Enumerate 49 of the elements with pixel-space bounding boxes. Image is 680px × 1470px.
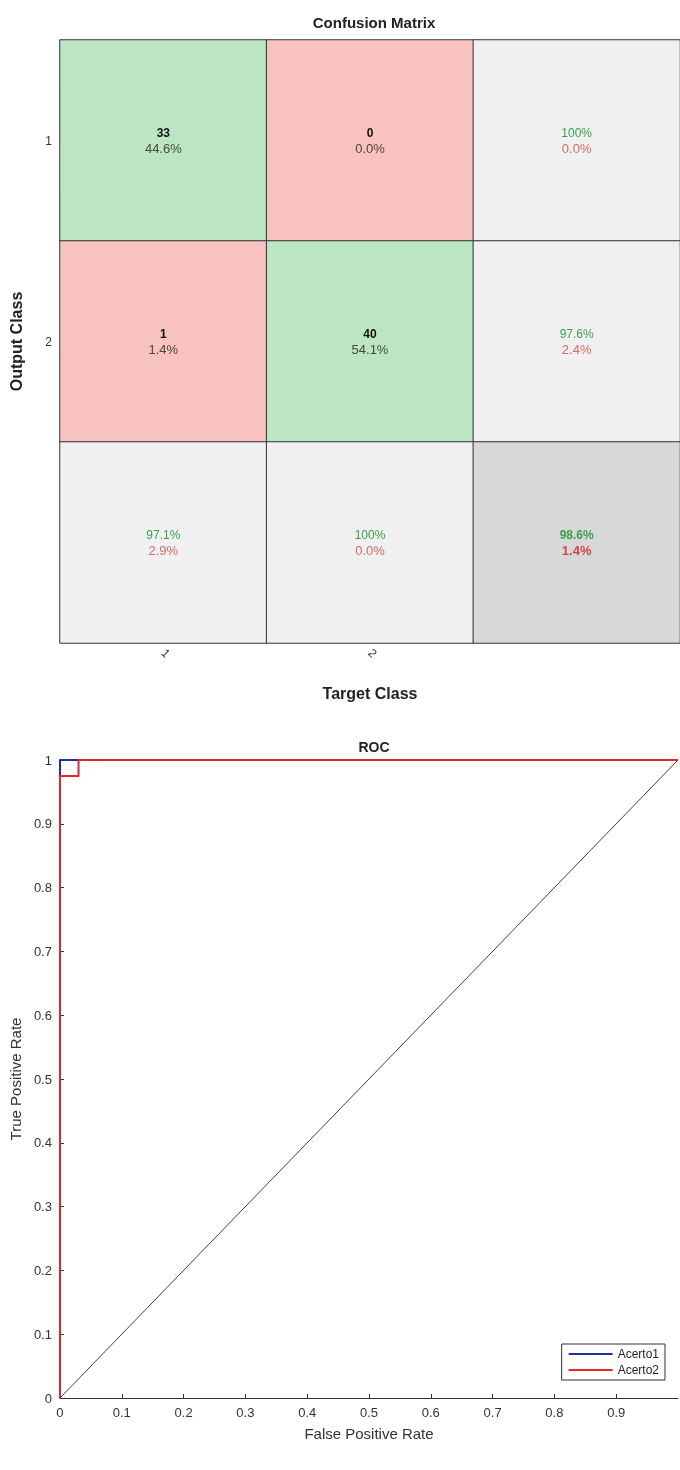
x-tick-label: 0.9 — [607, 1405, 626, 1420]
annotation: 2.9% — [148, 543, 179, 558]
data-label: 98.6% — [559, 527, 595, 542]
legend-label: Acerto1 — [617, 1347, 660, 1361]
y-tick-label: 0.1 — [33, 1326, 52, 1342]
data-label: 97.6% — [559, 326, 595, 341]
legend-label: Acerto2 — [617, 1363, 660, 1377]
data-label: 33 — [156, 125, 171, 140]
data-label: 40 — [363, 326, 377, 341]
x-tick-label: 0.5 — [359, 1405, 379, 1420]
y-tick-label: 0.7 — [33, 943, 52, 959]
y-tick-label: 0.5 — [33, 1071, 52, 1087]
chart-title: Confusion Matrix — [312, 14, 436, 31]
y-tick-label: 1 — [44, 752, 52, 768]
annotation: 0.0% — [355, 543, 386, 558]
y-tick-label: 1 — [45, 133, 53, 148]
data-label: 100% — [561, 125, 593, 140]
x-tick-label: 0.7 — [483, 1405, 502, 1420]
x-tick-label: 0.1 — [112, 1405, 131, 1420]
y-tick-label: 0 — [44, 1390, 52, 1406]
x-tick-label: 0 — [56, 1405, 64, 1420]
y-tick-label: 0.2 — [33, 1262, 52, 1278]
y-axis-title: Output Class — [7, 291, 25, 392]
annotation: 0.0% — [561, 141, 592, 156]
y-tick-label: 0.4 — [33, 1135, 52, 1151]
y-tick-label: 0.6 — [33, 1007, 52, 1023]
x-axis-title: False Positive Rate — [304, 1425, 434, 1442]
annotation: 44.6% — [144, 141, 183, 156]
y-tick-label: 0.3 — [33, 1199, 52, 1215]
y-tick-label: 0.9 — [33, 816, 52, 832]
x-tick-label: 0.4 — [298, 1405, 317, 1420]
x-tick-label: 0.8 — [545, 1405, 564, 1420]
annotation: 1.4% — [561, 543, 592, 558]
annotation: 0.0% — [355, 141, 386, 156]
annotation: 54.1% — [351, 342, 389, 357]
data-label: 1 — [159, 326, 167, 341]
annotation: 1.4% — [148, 342, 179, 357]
y-tick-label: 0.8 — [33, 880, 52, 896]
x-tick-label: 0.2 — [174, 1405, 193, 1420]
x-axis-title: Target Class — [322, 684, 418, 702]
data-label: 100% — [354, 527, 386, 542]
annotation: 2.4% — [561, 342, 592, 357]
y-axis-title: True Positive Rate — [7, 1017, 24, 1141]
x-tick-label: 0.6 — [421, 1405, 440, 1420]
chart-title: ROC — [358, 739, 390, 755]
y-tick-label: 2 — [45, 334, 53, 349]
data-label: 97.1% — [146, 527, 181, 542]
x-tick-label: 0.3 — [236, 1405, 255, 1420]
data-label: 0 — [366, 125, 374, 140]
